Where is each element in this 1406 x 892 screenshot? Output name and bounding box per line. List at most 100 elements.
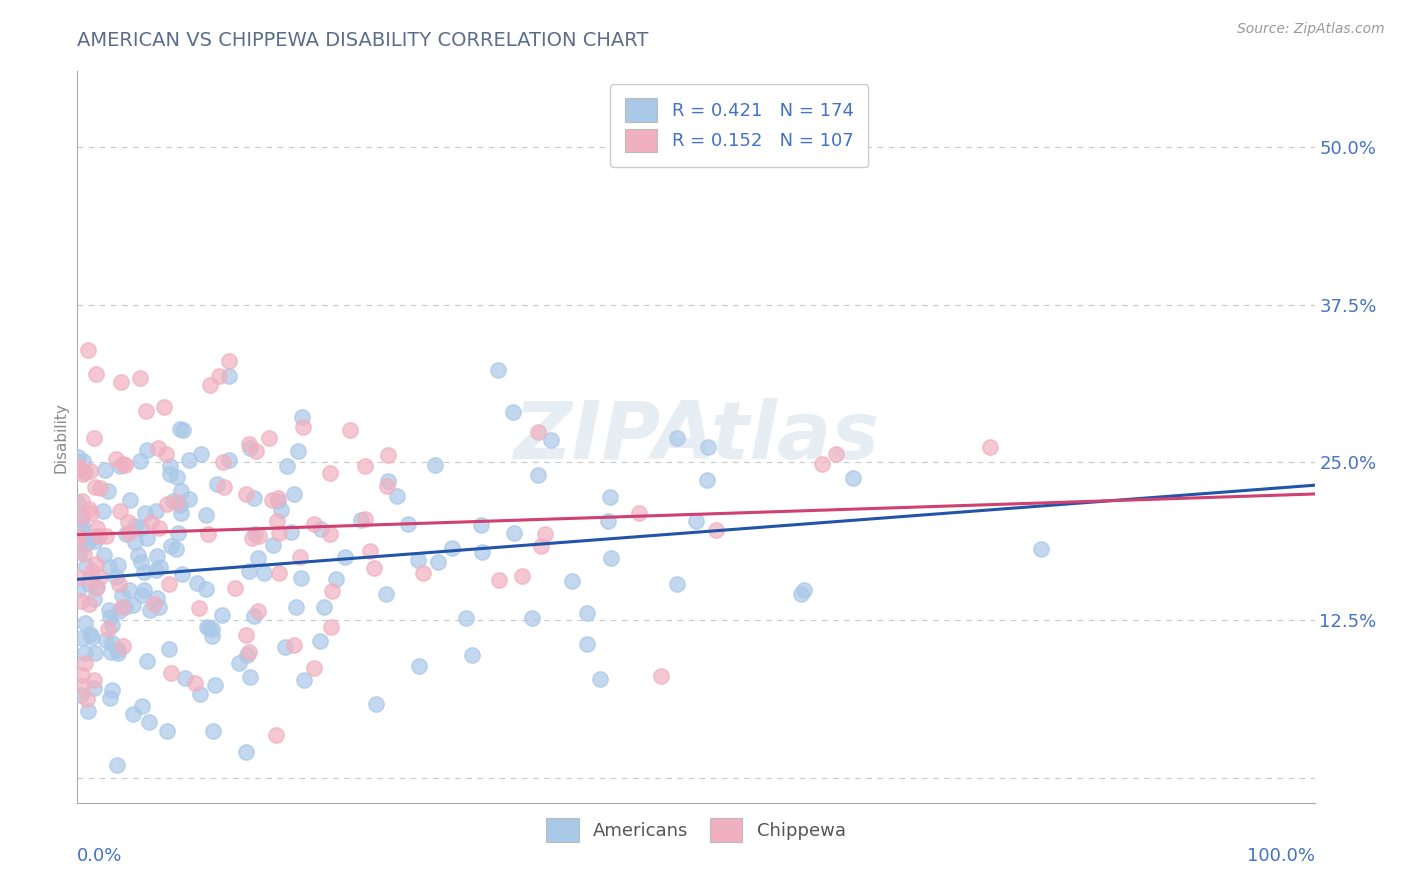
Point xyxy=(94,529,117,543)
Point xyxy=(650,668,672,682)
Point xyxy=(131,588,153,602)
Point xyxy=(73,657,96,671)
Point xyxy=(142,597,165,611)
Point xyxy=(97,603,120,617)
Point xyxy=(246,550,269,565)
Point xyxy=(86,580,108,594)
Point xyxy=(187,601,209,615)
Point xyxy=(218,453,240,467)
Point xyxy=(153,400,176,414)
Point xyxy=(66,570,89,584)
Point xyxy=(440,541,463,556)
Point xyxy=(72,509,94,524)
Point xyxy=(665,577,688,591)
Point xyxy=(184,676,207,690)
Point xyxy=(84,479,107,493)
Point xyxy=(375,478,398,492)
Point xyxy=(696,474,718,488)
Point xyxy=(588,672,610,686)
Point xyxy=(170,484,193,499)
Point xyxy=(174,672,197,686)
Point xyxy=(145,504,167,518)
Point xyxy=(112,457,135,471)
Point xyxy=(129,555,152,569)
Point xyxy=(83,673,105,687)
Point xyxy=(304,661,326,675)
Point xyxy=(359,543,381,558)
Point xyxy=(66,530,89,544)
Point xyxy=(510,569,533,583)
Point xyxy=(239,441,262,455)
Point xyxy=(83,592,105,607)
Point xyxy=(72,517,94,532)
Point xyxy=(427,555,450,569)
Point xyxy=(172,567,194,582)
Point xyxy=(235,745,257,759)
Point xyxy=(107,642,129,657)
Point xyxy=(212,455,235,469)
Point xyxy=(156,724,179,739)
Point xyxy=(72,454,94,468)
Point xyxy=(243,527,266,541)
Point xyxy=(339,423,361,437)
Point xyxy=(235,487,257,501)
Point xyxy=(288,549,311,564)
Point xyxy=(129,454,152,468)
Point xyxy=(366,697,388,711)
Point xyxy=(520,611,543,625)
Point xyxy=(697,440,720,454)
Point xyxy=(354,458,377,473)
Point xyxy=(97,622,120,636)
Point xyxy=(132,566,155,580)
Point xyxy=(75,466,97,480)
Point xyxy=(77,572,100,586)
Point xyxy=(114,600,136,615)
Point xyxy=(377,474,399,488)
Point xyxy=(76,692,98,706)
Point xyxy=(77,598,100,612)
Point xyxy=(267,493,290,508)
Point xyxy=(86,367,108,381)
Point xyxy=(576,637,599,651)
Point xyxy=(86,581,108,595)
Point xyxy=(77,502,100,516)
Y-axis label: Disability: Disability xyxy=(53,401,69,473)
Point xyxy=(266,514,288,528)
Point xyxy=(73,548,96,562)
Point xyxy=(72,510,94,524)
Point xyxy=(148,521,170,535)
Point xyxy=(243,609,266,624)
Point xyxy=(146,442,169,456)
Point xyxy=(70,594,93,608)
Point xyxy=(461,648,484,662)
Point xyxy=(204,678,226,692)
Text: AMERICAN VS CHIPPEWA DISABILITY CORRELATION CHART: AMERICAN VS CHIPPEWA DISABILITY CORRELAT… xyxy=(77,31,648,50)
Point xyxy=(274,640,297,654)
Point xyxy=(160,539,183,553)
Point xyxy=(120,492,142,507)
Point xyxy=(1031,541,1053,556)
Point xyxy=(292,419,315,434)
Point xyxy=(202,724,225,739)
Point xyxy=(195,582,218,597)
Point xyxy=(72,467,94,482)
Point xyxy=(598,514,620,528)
Point xyxy=(66,532,89,546)
Point xyxy=(239,670,262,684)
Point xyxy=(190,447,212,461)
Point xyxy=(77,343,100,358)
Point xyxy=(80,564,103,578)
Text: Source: ZipAtlas.com: Source: ZipAtlas.com xyxy=(1237,22,1385,37)
Point xyxy=(84,646,107,660)
Point xyxy=(842,471,865,485)
Point xyxy=(247,529,270,543)
Point xyxy=(69,545,91,559)
Point xyxy=(146,591,169,605)
Point xyxy=(101,682,124,697)
Point xyxy=(318,526,340,541)
Point xyxy=(118,525,141,540)
Point xyxy=(135,403,157,417)
Point xyxy=(165,542,187,557)
Point xyxy=(283,638,305,652)
Point xyxy=(159,459,181,474)
